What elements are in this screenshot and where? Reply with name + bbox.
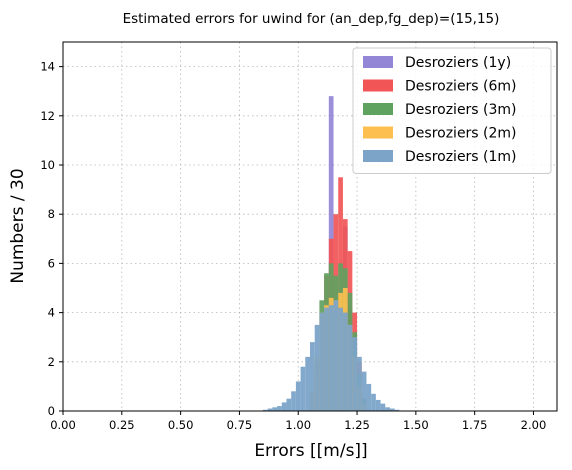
y-tick-label: 2 [48, 355, 55, 369]
histogram-bar [272, 407, 278, 411]
y-tick-label: 8 [48, 207, 55, 221]
histogram-bar [324, 307, 329, 411]
histogram-bar [319, 312, 325, 411]
y-axis-title: Numbers / 30 [8, 168, 28, 283]
histogram-bars [262, 96, 400, 412]
legend-label: Desroziers (3m) [405, 102, 517, 118]
histogram-bar [366, 383, 372, 411]
y-tick-label: 4 [48, 306, 55, 320]
y-tick-label: 6 [48, 256, 55, 270]
histogram-bar [300, 366, 306, 411]
legend-swatch [363, 150, 393, 162]
histogram-bar [347, 324, 353, 411]
y-tick-label: 12 [40, 109, 55, 123]
histogram-bar [281, 402, 287, 411]
legend-label: Desroziers (2m) [405, 126, 517, 142]
histogram-bar [375, 399, 381, 411]
x-tick-label: 1.50 [403, 418, 429, 432]
histogram-bar [267, 408, 273, 411]
histogram-bar [389, 408, 395, 411]
x-tick-label: 1.25 [344, 418, 370, 432]
legend-swatch [363, 103, 393, 115]
x-tick-label: 2.00 [521, 418, 547, 432]
x-axis-title: Errors [[m/s]] [254, 441, 367, 461]
y-tick-label: 14 [40, 60, 55, 74]
histogram-bar [361, 371, 367, 411]
legend-box [352, 47, 552, 174]
x-tick-label: 0.00 [50, 418, 76, 432]
histogram-bar [333, 300, 339, 411]
histogram-bar [291, 391, 296, 411]
legend-label: Desroziers (1y) [405, 55, 511, 71]
y-tick-label: 0 [48, 404, 55, 418]
histogram-bar [314, 324, 320, 411]
histogram-bar [385, 407, 390, 411]
legend-swatch [363, 126, 393, 139]
histogram-bar [394, 409, 400, 411]
histogram-bar [371, 393, 376, 411]
series-5-bars [262, 300, 400, 411]
histogram-bar [328, 305, 334, 411]
x-axis-ticks: 0.00 0.25 0.50 0.75 1.00 1.25 1.50 1.75 2.00 [50, 411, 546, 432]
x-tick-label: 0.75 [227, 418, 253, 432]
histogram-bar [357, 356, 362, 411]
chart-title: Estimated errors for uwind for (an_dep,f… [123, 11, 500, 27]
histogram-bar [342, 312, 348, 411]
legend-swatch [363, 79, 393, 92]
legend-label: Desroziers (1m) [405, 149, 517, 165]
x-tick-label: 1.75 [462, 418, 488, 432]
histogram-bar [286, 398, 292, 411]
x-tick-label: 0.25 [109, 418, 135, 432]
histogram-bar [277, 406, 282, 411]
histogram-bar [338, 307, 343, 411]
histogram-bar [295, 381, 301, 411]
y-axis-ticks: 0 2 4 6 8 10 12 14 [40, 60, 63, 418]
histogram-bar [352, 337, 358, 411]
x-tick-label: 0.50 [168, 418, 194, 432]
legend-swatch [363, 56, 393, 68]
histogram-bar [305, 356, 310, 411]
legend: Desroziers (1y) Desroziers (6m) Desroziers… [352, 47, 552, 174]
histogram-bar [262, 409, 268, 411]
plot-frame [62, 41, 558, 412]
legend-label: Desroziers (6m) [405, 79, 517, 95]
y-tick-label: 10 [40, 158, 55, 172]
x-tick-label: 1.00 [285, 418, 311, 432]
histogram-bar [380, 403, 386, 411]
histogram-bar [310, 342, 315, 411]
